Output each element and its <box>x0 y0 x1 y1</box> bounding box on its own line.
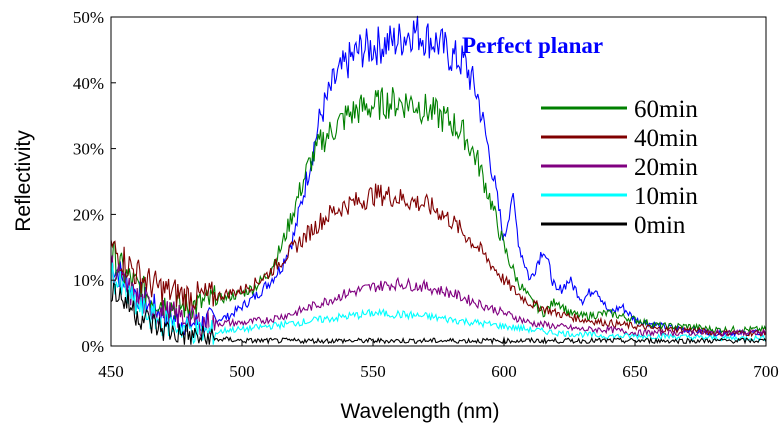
y-tick-label: 50% <box>73 8 104 27</box>
series-line-40min <box>110 183 767 338</box>
series-line-10min <box>110 262 767 345</box>
y-axis-title: Reflectivity <box>12 130 35 232</box>
y-axis-ticks: 0% 10% 20% 30% 40% 50% <box>73 8 116 356</box>
x-tick-label: 500 <box>229 362 255 381</box>
legend-label-10min: 10min <box>634 183 698 210</box>
series-line-perfect-planar <box>110 15 767 338</box>
plot-lines <box>110 15 767 346</box>
y-tick-label: 40% <box>73 74 104 93</box>
x-tick-label: 700 <box>753 362 779 381</box>
y-tick-label: 20% <box>73 205 104 224</box>
legend-label-0min: 0min <box>634 212 686 239</box>
series-line-0min <box>110 282 767 346</box>
x-tick-label: 550 <box>360 362 386 381</box>
y-tick-label: 10% <box>73 271 104 290</box>
perfect-planar-annotation: Perfect planar <box>462 33 603 58</box>
x-tick-label: 650 <box>622 362 648 381</box>
legend-label-60min: 60min <box>634 96 698 123</box>
legend-label-20min: 20min <box>634 154 698 181</box>
x-tick-label: 450 <box>98 362 124 381</box>
legend-label-40min: 40min <box>634 125 698 152</box>
plot-frame <box>110 16 767 347</box>
y-tick-label: 0% <box>81 337 104 356</box>
series-line-20min <box>110 255 767 339</box>
y-tick-label: 30% <box>73 140 104 159</box>
x-axis-ticks: 450 500 550 600 650 700 <box>98 341 779 381</box>
x-tick-label: 600 <box>491 362 517 381</box>
x-axis-title: Wavelength (nm) <box>340 400 499 423</box>
